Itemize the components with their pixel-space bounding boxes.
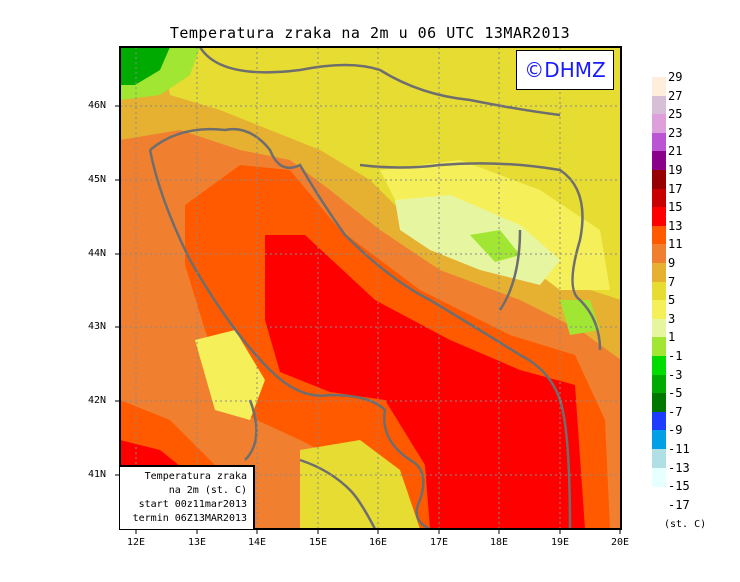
colorbar-label: 9: [668, 256, 676, 270]
colorbar-label: -17: [668, 497, 690, 512]
colorbar-label: 13: [668, 218, 683, 233]
sea-hot-zone: [265, 235, 585, 529]
colorbar-bin: [652, 411, 666, 431]
colorbar-label: -1: [668, 349, 683, 363]
axis-ticks: [115, 105, 621, 534]
colorbar-bin: [652, 449, 666, 469]
italy-center-light-zone: [195, 330, 265, 420]
colorbar-label: 25: [668, 107, 683, 122]
colorbar-bin: [652, 114, 666, 134]
lat-label: 44N: [88, 248, 107, 259]
colorbar-bin: [652, 393, 666, 413]
map-info-box: Temperatura zraka na 2m (st. C) start 00…: [120, 465, 255, 529]
colorbar-bin: [652, 207, 666, 227]
colorbar-label: 7: [668, 274, 676, 289]
colorbar-label: -11: [668, 442, 690, 456]
land-green-patch: [470, 230, 520, 262]
colorbar-bin: [652, 430, 666, 450]
colorbar-bin: [652, 337, 666, 357]
coastline-and-borders: [148, 47, 602, 529]
lon-label: 14E: [247, 537, 267, 548]
lon-label: 16E: [368, 537, 388, 548]
colorbar-label: 17: [668, 181, 683, 196]
lon-label: 20E: [610, 537, 630, 548]
colorbar-label: 29: [668, 70, 683, 84]
lon-label: 12E: [126, 537, 146, 548]
colorbar-label: 21: [668, 144, 683, 159]
colorbar-label: -13: [668, 460, 690, 475]
lon-label: 15E: [308, 537, 328, 548]
colorbar-unit: (st. C): [664, 519, 707, 530]
colorbar-bin: [652, 356, 666, 376]
lat-label: 42N: [88, 395, 107, 406]
map-frame: [119, 46, 622, 530]
colorbar-bin: [652, 188, 666, 208]
colorbar-label: 5: [668, 293, 676, 308]
lon-label: 18E: [489, 537, 509, 548]
colorbar-bin: [652, 225, 666, 245]
colorbar-label: -5: [668, 386, 683, 401]
colorbar-bin: [652, 300, 666, 320]
colorbar-label: 3: [668, 311, 676, 326]
lon-label: 19E: [550, 537, 570, 548]
colorbar-label: -15: [668, 479, 690, 494]
colorbar-label: 1: [668, 330, 676, 345]
colorbar-bin: [652, 151, 666, 171]
colorbar-bin: [652, 318, 666, 338]
dhmz-logo: ©DHMZ: [516, 50, 614, 90]
colorbar-bin: [652, 244, 666, 264]
info-valid-time: termin 06Z13MAR2013: [132, 513, 247, 524]
lat-label: 41N: [88, 469, 107, 480]
colorbar-bin: [652, 132, 666, 152]
lat-label: 43N: [88, 321, 107, 332]
info-variable: Temperatura zraka: [144, 471, 247, 482]
colorbar-label: 11: [668, 237, 683, 252]
colorbar-label: -7: [668, 404, 683, 419]
land-green-patch-2: [560, 300, 600, 335]
info-start: start 00z11mar2013: [138, 499, 247, 510]
colorbar-label: 23: [668, 125, 683, 140]
south-italy-yellow-zone: [300, 440, 420, 529]
colorbar-label: 19: [668, 163, 683, 177]
graticule: [120, 47, 621, 529]
map-title: Temperatura zraka na 2m u 06 UTC 13MAR20…: [169, 24, 571, 42]
info-level-unit: na 2m (st. C): [168, 485, 247, 496]
colorbar-bin: [652, 281, 666, 301]
colorbar-label: -9: [668, 423, 683, 438]
colorbar-bin: [652, 467, 666, 487]
northwest-colder-zone: [120, 47, 170, 85]
colorbar-label: -3: [668, 367, 683, 382]
lon-label: 13E: [187, 537, 207, 548]
colorbar-bin: [652, 263, 666, 283]
lon-label: 17E: [429, 537, 449, 548]
colorbar-label: 15: [668, 200, 683, 215]
lat-label: 45N: [88, 174, 107, 185]
colorbar-bin: [652, 374, 666, 394]
colorbar-label: 27: [668, 88, 683, 103]
lat-label: 46N: [88, 100, 107, 111]
colorbar-bin: [652, 77, 666, 97]
colorbar-bin: [652, 95, 666, 115]
colorbar-bin: [652, 170, 666, 190]
